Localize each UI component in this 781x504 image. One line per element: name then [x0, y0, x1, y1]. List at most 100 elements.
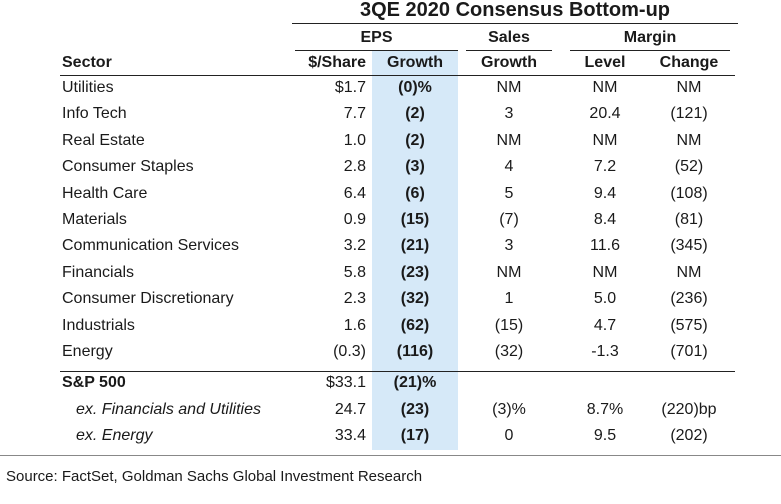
- growth-column-highlight: [372, 50, 458, 450]
- total-separator-rule: [60, 371, 735, 372]
- footer-rule: [0, 455, 781, 456]
- cell-eps-growth: (21): [400, 237, 430, 255]
- cell-sector: Energy: [62, 343, 113, 360]
- cell-margin-change: (345): [670, 237, 708, 255]
- column-header-sector: Sector: [62, 54, 112, 71]
- cell-margin-level: 4.7: [593, 316, 617, 334]
- source-note: Source: FactSet, Goldman Sachs Global In…: [6, 468, 423, 485]
- table-row: Real Estate 1.0 (2) NM NM NM: [0, 131, 781, 155]
- cell-sector: ex. Energy: [76, 427, 153, 444]
- cell-margin-change: NM: [676, 131, 702, 149]
- group-header-sales: Sales: [488, 29, 530, 46]
- table-title: 3QE 2020 Consensus Bottom-up: [359, 0, 671, 21]
- cell-sector: Consumer Discretionary: [62, 290, 234, 308]
- cell-sector: Industrials: [62, 316, 135, 334]
- cell-margin-change: (701): [670, 343, 708, 360]
- cell-eps-growth: (23): [400, 401, 430, 418]
- cell-eps-share: 1.6: [343, 316, 366, 334]
- table-row: Industrials 1.6 (62) (15) 4.7 (575): [0, 316, 781, 340]
- cell-sales-growth: 0: [504, 427, 514, 444]
- header-rule: [60, 75, 735, 76]
- cell-sales-growth: 5: [504, 184, 514, 202]
- sales-group-rule: [466, 50, 552, 51]
- cell-margin-change: (575): [670, 316, 708, 334]
- cell-sector: ex. Financials and Utilities: [76, 401, 261, 418]
- cell-eps-share: 1.0: [343, 131, 366, 149]
- column-header-margin-level: Level: [584, 54, 626, 71]
- cell-eps-share: 24.7: [334, 401, 366, 418]
- cell-eps-growth: (2): [405, 105, 425, 123]
- cell-eps-share: 6.4: [343, 184, 366, 202]
- cell-eps-share: 0.9: [343, 211, 366, 228]
- cell-margin-level: 9.4: [593, 184, 617, 202]
- cell-eps-growth: (21)%: [393, 374, 437, 391]
- cell-eps-growth: (3): [405, 158, 425, 176]
- cell-sector: Info Tech: [62, 105, 127, 123]
- cell-margin-change: (220)bp: [661, 401, 717, 418]
- cell-margin-change: (202): [670, 427, 708, 444]
- cell-sales-growth: (15): [494, 316, 524, 334]
- cell-eps-share: 2.8: [343, 158, 366, 176]
- cell-sector: S&P 500: [62, 374, 126, 391]
- cell-sales-growth: (7): [499, 211, 519, 228]
- cell-eps-growth: (17): [400, 427, 430, 444]
- cell-eps-share: 7.7: [343, 105, 366, 123]
- table-row: Energy (0.3) (116) (32) -1.3 (701): [0, 342, 781, 366]
- cell-sector: Health Care: [62, 184, 148, 202]
- cell-margin-level: NM: [592, 263, 618, 281]
- cell-sales-growth: (3)%: [492, 401, 526, 418]
- table-row: Materials 0.9 (15) (7) 8.4 (81): [0, 210, 781, 234]
- cell-eps-share: $1.7: [334, 79, 366, 96]
- column-header-eps-share: $/Share: [308, 54, 366, 71]
- cell-sales-growth: (32): [494, 343, 524, 360]
- cell-margin-level: 8.4: [593, 211, 617, 228]
- table-row: Communication Services 3.2 (21) 3 11.6 (345): [0, 236, 781, 260]
- column-header-sales-growth: Growth: [481, 54, 537, 71]
- group-header-margin: Margin: [623, 29, 677, 46]
- cell-margin-change: NM: [676, 263, 702, 281]
- cell-margin-level: -1.3: [591, 343, 619, 360]
- group-header-eps: EPS: [360, 29, 393, 46]
- cell-sales-growth: NM: [496, 263, 522, 281]
- cell-eps-share: 5.8: [343, 263, 366, 281]
- cell-eps-growth: (2): [405, 131, 425, 149]
- table-row: Utilities $1.7 (0)% NM NM NM: [0, 78, 781, 102]
- cell-sector: Real Estate: [62, 131, 145, 149]
- cell-margin-change: (108): [670, 184, 708, 202]
- table-row: Consumer Discretionary 2.3 (32) 1 5.0 (236): [0, 289, 781, 313]
- title-rule: [292, 23, 738, 24]
- cell-eps-share: $33.1: [325, 374, 366, 391]
- cell-margin-level: NM: [592, 131, 618, 149]
- cell-eps-growth: (6): [405, 184, 425, 202]
- cell-sales-growth: NM: [496, 79, 522, 96]
- cell-sales-growth: 3: [504, 105, 514, 123]
- cell-eps-growth: (23): [400, 263, 430, 281]
- cell-eps-growth: (15): [400, 211, 430, 228]
- cell-margin-change: NM: [676, 79, 702, 96]
- cell-margin-level: 5.0: [593, 290, 617, 308]
- cell-sector: Consumer Staples: [62, 158, 194, 176]
- cell-margin-level: 8.7%: [586, 401, 624, 418]
- margin-group-rule: [570, 50, 730, 51]
- cell-margin-level: 9.5: [593, 427, 617, 444]
- cell-sector: Financials: [62, 263, 135, 281]
- eps-group-rule: [295, 50, 458, 51]
- cell-sales-growth: 4: [504, 158, 514, 176]
- cell-sector: Communication Services: [62, 237, 239, 255]
- table-row: Info Tech 7.7 (2) 3 20.4 (121): [0, 104, 781, 128]
- table-row-sub: ex. Financials and Utilities 24.7 (23) (3)%…: [0, 400, 781, 424]
- cell-margin-level: 7.2: [593, 158, 617, 176]
- cell-sector: Materials: [62, 211, 127, 228]
- cell-eps-growth: (116): [396, 343, 434, 360]
- cell-margin-change: (52): [674, 158, 704, 176]
- table-row: Consumer Staples 2.8 (3) 4 7.2 (52): [0, 157, 781, 181]
- cell-margin-level: 20.4: [589, 105, 621, 123]
- cell-sales-growth: 3: [504, 237, 514, 255]
- cell-eps-share: (0.3): [333, 343, 366, 360]
- column-header-eps-growth: Growth: [387, 54, 443, 71]
- cell-eps-share: 2.3: [343, 290, 366, 308]
- cell-margin-change: (236): [670, 290, 708, 308]
- cell-eps-growth: (32): [400, 290, 430, 308]
- table-row-total: S&P 500 $33.1 (21)%: [0, 373, 781, 397]
- cell-eps-growth: (62): [400, 316, 430, 334]
